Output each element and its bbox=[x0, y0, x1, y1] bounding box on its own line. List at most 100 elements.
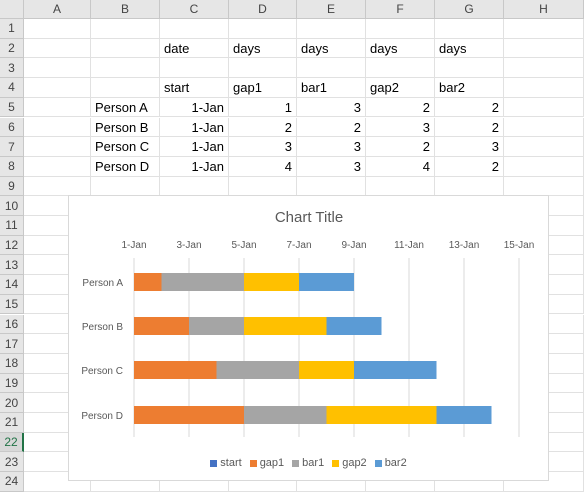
cell-f9[interactable] bbox=[366, 176, 435, 197]
row-header-4[interactable]: 4 bbox=[0, 78, 24, 98]
cell-g7[interactable]: 3 bbox=[435, 137, 504, 157]
row-header-22[interactable]: 22 bbox=[0, 432, 24, 453]
cell-h9[interactable] bbox=[504, 176, 584, 197]
column-header-g[interactable]: G bbox=[435, 0, 504, 19]
cell-e2[interactable]: days bbox=[297, 38, 366, 59]
cell-c8[interactable]: 1-Jan bbox=[160, 156, 229, 177]
cell-d9[interactable] bbox=[229, 176, 297, 197]
cell-d8[interactable]: 4 bbox=[229, 156, 297, 177]
cell-c7[interactable]: 1-Jan bbox=[160, 137, 229, 157]
cell-f2[interactable]: days bbox=[366, 38, 435, 59]
column-header-b[interactable]: B bbox=[91, 0, 160, 19]
row-header-21[interactable]: 21 bbox=[0, 413, 24, 433]
row-header-1[interactable]: 1 bbox=[0, 19, 24, 39]
cell-c4[interactable]: start bbox=[160, 78, 229, 98]
cell-b8[interactable]: Person D bbox=[91, 156, 160, 177]
cell-a24[interactable] bbox=[24, 472, 91, 492]
cell-d2[interactable]: days bbox=[229, 38, 297, 59]
cell-d7[interactable]: 3 bbox=[229, 137, 297, 157]
select-all-corner[interactable] bbox=[0, 0, 24, 19]
row-header-19[interactable]: 19 bbox=[0, 373, 24, 394]
legend-item-start[interactable]: start bbox=[210, 457, 242, 469]
row-header-13[interactable]: 13 bbox=[0, 255, 24, 276]
cell-a7[interactable] bbox=[24, 137, 91, 157]
cell-h8[interactable] bbox=[504, 156, 584, 177]
cell-b7[interactable]: Person C bbox=[91, 137, 160, 157]
cell-e9[interactable] bbox=[297, 176, 366, 197]
row-header-14[interactable]: 14 bbox=[0, 275, 24, 295]
cell-a9[interactable] bbox=[24, 176, 91, 197]
cell-d3[interactable] bbox=[229, 58, 297, 79]
cell-h3[interactable] bbox=[504, 58, 584, 79]
cell-c24[interactable] bbox=[160, 472, 229, 492]
cell-c9[interactable] bbox=[160, 176, 229, 197]
cell-c5[interactable]: 1-Jan bbox=[160, 97, 229, 118]
row-header-3[interactable]: 3 bbox=[0, 58, 24, 79]
cell-h7[interactable] bbox=[504, 137, 584, 157]
column-header-e[interactable]: E bbox=[297, 0, 366, 19]
row-header-20[interactable]: 20 bbox=[0, 393, 24, 413]
cell-a4[interactable] bbox=[24, 78, 91, 98]
row-header-6[interactable]: 6 bbox=[0, 117, 24, 138]
cell-g2[interactable]: days bbox=[435, 38, 504, 59]
cell-c1[interactable] bbox=[160, 19, 229, 39]
cell-b3[interactable] bbox=[91, 58, 160, 79]
cell-d24[interactable] bbox=[229, 472, 297, 492]
cell-d4[interactable]: gap1 bbox=[229, 78, 297, 98]
row-header-18[interactable]: 18 bbox=[0, 353, 24, 374]
row-header-24[interactable]: 24 bbox=[0, 472, 24, 492]
cell-f6[interactable]: 3 bbox=[366, 117, 435, 138]
legend-item-bar2[interactable]: bar2 bbox=[374, 457, 407, 469]
cell-b6[interactable]: Person B bbox=[91, 117, 160, 138]
cell-a5[interactable] bbox=[24, 97, 91, 118]
cell-d5[interactable]: 1 bbox=[229, 97, 297, 118]
row-header-5[interactable]: 5 bbox=[0, 97, 24, 118]
cell-h1[interactable] bbox=[504, 19, 584, 39]
cell-e8[interactable]: 3 bbox=[297, 156, 366, 177]
cell-c6[interactable]: 1-Jan bbox=[160, 117, 229, 138]
row-header-9[interactable]: 9 bbox=[0, 176, 24, 197]
row-header-11[interactable]: 11 bbox=[0, 216, 24, 236]
cell-g9[interactable] bbox=[435, 176, 504, 197]
column-header-h[interactable]: H bbox=[504, 0, 584, 19]
cell-e4[interactable]: bar1 bbox=[297, 78, 366, 98]
cell-h2[interactable] bbox=[504, 38, 584, 59]
cell-h6[interactable] bbox=[504, 117, 584, 138]
row-header-12[interactable]: 12 bbox=[0, 235, 24, 256]
cell-f8[interactable]: 4 bbox=[366, 156, 435, 177]
cell-f1[interactable] bbox=[366, 19, 435, 39]
cell-h5[interactable] bbox=[504, 97, 584, 118]
row-header-7[interactable]: 7 bbox=[0, 137, 24, 157]
cell-c2[interactable]: date bbox=[160, 38, 229, 59]
cell-f7[interactable]: 2 bbox=[366, 137, 435, 157]
row-header-2[interactable]: 2 bbox=[0, 38, 24, 59]
column-header-a[interactable]: A bbox=[24, 0, 91, 19]
column-header-f[interactable]: F bbox=[366, 0, 435, 19]
row-header-10[interactable]: 10 bbox=[0, 196, 24, 216]
cell-b1[interactable] bbox=[91, 19, 160, 39]
row-header-8[interactable]: 8 bbox=[0, 156, 24, 177]
cell-d1[interactable] bbox=[229, 19, 297, 39]
cell-b4[interactable] bbox=[91, 78, 160, 98]
legend-item-bar1[interactable]: bar1 bbox=[292, 457, 324, 469]
cell-b5[interactable]: Person A bbox=[91, 97, 160, 118]
cell-b24[interactable] bbox=[91, 472, 160, 492]
cell-f3[interactable] bbox=[366, 58, 435, 79]
cell-a1[interactable] bbox=[24, 19, 91, 39]
cell-c3[interactable] bbox=[160, 58, 229, 79]
cell-b2[interactable] bbox=[91, 38, 160, 59]
cell-a2[interactable] bbox=[24, 38, 91, 59]
cell-a3[interactable] bbox=[24, 58, 91, 79]
cell-a8[interactable] bbox=[24, 156, 91, 177]
row-header-17[interactable]: 17 bbox=[0, 334, 24, 354]
cell-g1[interactable] bbox=[435, 19, 504, 39]
cell-a6[interactable] bbox=[24, 117, 91, 138]
row-header-23[interactable]: 23 bbox=[0, 452, 24, 473]
cell-e1[interactable] bbox=[297, 19, 366, 39]
gantt-chart[interactable]: Chart Title 1-Jan 3-Jan 5-Jan 7-Jan 9-Jan 11-J… bbox=[68, 195, 549, 481]
cell-e3[interactable] bbox=[297, 58, 366, 79]
cell-f24[interactable] bbox=[366, 472, 435, 492]
cell-h4[interactable] bbox=[504, 78, 584, 98]
cell-g6[interactable]: 2 bbox=[435, 117, 504, 138]
cell-e24[interactable] bbox=[297, 472, 366, 492]
